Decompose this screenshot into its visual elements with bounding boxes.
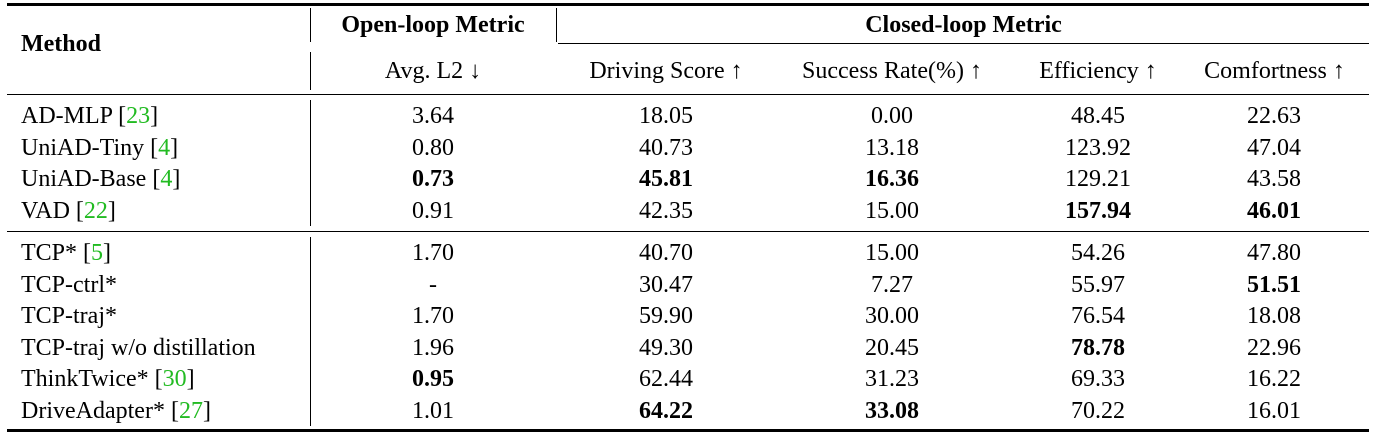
table-cell: 1.96 xyxy=(412,334,454,361)
method-name: UniAD-Base [4] xyxy=(21,167,180,191)
table-cell: 16.01 xyxy=(1247,397,1301,424)
table-cell: 123.92 xyxy=(1065,134,1131,161)
top-rule xyxy=(7,3,1369,6)
vertical-rule-header-1 xyxy=(310,8,312,42)
table-cell: 20.45 xyxy=(865,334,919,361)
closed-loop-header: Closed-loop Metric xyxy=(865,12,1062,38)
table-cell: 33.08 xyxy=(865,397,919,424)
group-separator-rule xyxy=(7,231,1369,233)
citation-link[interactable]: [4] xyxy=(144,134,179,161)
table-cell: 1.70 xyxy=(412,303,454,329)
method-label: VAD xyxy=(21,197,70,224)
vertical-rule-header-2 xyxy=(556,8,558,42)
vertical-rule-subheader xyxy=(310,52,312,90)
method-name: DriveAdapter* [27] xyxy=(21,399,211,423)
table-cell: 69.33 xyxy=(1071,366,1125,392)
table-cell: 54.26 xyxy=(1071,240,1125,266)
table-cell: 46.01 xyxy=(1247,197,1301,224)
bottom-rule xyxy=(7,429,1369,432)
table-cell: 42.35 xyxy=(639,197,693,224)
table-cell: 129.21 xyxy=(1065,166,1131,192)
method-label: TCP-traj w/o distillation xyxy=(21,334,256,361)
col-driving-score: Driving Score ↑ xyxy=(589,58,743,84)
table-cell: 45.81 xyxy=(639,166,693,192)
table-cell: 15.00 xyxy=(865,197,919,224)
table-cell: 0.95 xyxy=(412,366,454,392)
method-name: ThinkTwice* [30] xyxy=(21,367,195,391)
method-name: TCP-traj* xyxy=(21,304,117,328)
method-label: TCP-ctrl* xyxy=(21,271,117,298)
header-bottom-rule xyxy=(7,94,1369,96)
table-cell: 47.80 xyxy=(1247,240,1301,266)
table-cell: 22.63 xyxy=(1247,103,1301,129)
method-label: AD-MLP xyxy=(21,103,113,129)
table-cell: 22.96 xyxy=(1247,334,1301,361)
table-cell: 40.73 xyxy=(639,134,693,161)
method-name: TCP-ctrl* xyxy=(21,273,117,297)
table-cell: 16.36 xyxy=(865,166,919,192)
col-comfortness: Comfortness ↑ xyxy=(1204,58,1345,84)
method-name: AD-MLP [23] xyxy=(21,104,158,128)
method-label: UniAD-Base xyxy=(21,166,147,192)
table-cell: 43.58 xyxy=(1247,166,1301,192)
table-cell: 64.22 xyxy=(639,397,693,424)
citation-link[interactable]: [30] xyxy=(148,366,195,392)
method-name: TCP-traj w/o distillation xyxy=(21,336,256,360)
table-cell: 16.22 xyxy=(1247,366,1301,392)
col-efficiency: Efficiency ↑ xyxy=(1039,58,1157,84)
table-cell: 40.70 xyxy=(639,240,693,266)
vertical-rule-group-1 xyxy=(310,100,312,226)
open-loop-header: Open-loop Metric xyxy=(341,12,525,38)
table-cell: 7.27 xyxy=(871,271,913,298)
method-label: TCP-traj* xyxy=(21,303,117,329)
table-cell: 1.01 xyxy=(412,397,454,424)
table-cell: 78.78 xyxy=(1071,334,1125,361)
citation-link[interactable]: [22] xyxy=(69,197,116,224)
table-cell: 15.00 xyxy=(865,240,919,266)
col-success-rate: Success Rate(%) ↑ xyxy=(802,58,982,84)
method-header: Method xyxy=(21,31,101,57)
vertical-rule-group-2 xyxy=(310,237,312,426)
closed-loop-underline xyxy=(558,43,1369,45)
table-cell: 18.08 xyxy=(1247,303,1301,329)
table-cell: 18.05 xyxy=(639,103,693,129)
table-cell: 0.00 xyxy=(871,103,913,129)
citation-link[interactable]: [27] xyxy=(164,397,211,424)
table-cell: 47.04 xyxy=(1247,134,1301,161)
method-label: DriveAdapter* xyxy=(21,397,165,424)
method-name: VAD [22] xyxy=(21,199,116,223)
method-name: UniAD-Tiny [4] xyxy=(21,136,178,160)
table-cell: 62.44 xyxy=(639,366,693,392)
table-cell: 157.94 xyxy=(1065,197,1131,224)
table-cell: 49.30 xyxy=(639,334,693,361)
table-cell: 0.80 xyxy=(412,134,454,161)
method-label: TCP* xyxy=(21,240,78,266)
table-cell: 3.64 xyxy=(412,103,454,129)
method-label: UniAD-Tiny xyxy=(21,134,145,161)
table-cell: 76.54 xyxy=(1071,303,1125,329)
citation-link[interactable]: [4] xyxy=(146,166,181,192)
table-cell: 51.51 xyxy=(1247,271,1301,298)
table-cell: 59.90 xyxy=(639,303,693,329)
citation-link[interactable]: [23] xyxy=(112,103,159,129)
citation-link[interactable]: [5] xyxy=(77,240,112,266)
table-cell: 13.18 xyxy=(865,134,919,161)
col-avg-l2: Avg. L2 ↓ xyxy=(384,58,482,84)
table-cell: 0.73 xyxy=(412,166,454,192)
method-name: TCP* [5] xyxy=(21,241,111,265)
method-label: ThinkTwice* xyxy=(21,366,149,392)
table-cell: 55.97 xyxy=(1071,271,1125,298)
table-cell: 30.00 xyxy=(865,303,919,329)
table-cell: 31.23 xyxy=(865,366,919,392)
table-cell: 30.47 xyxy=(639,271,693,298)
table-cell: 0.91 xyxy=(412,197,454,224)
table-cell: 1.70 xyxy=(412,240,454,266)
table-cell: 70.22 xyxy=(1071,397,1125,424)
table-cell: 48.45 xyxy=(1071,103,1125,129)
table-cell: - xyxy=(429,271,437,298)
